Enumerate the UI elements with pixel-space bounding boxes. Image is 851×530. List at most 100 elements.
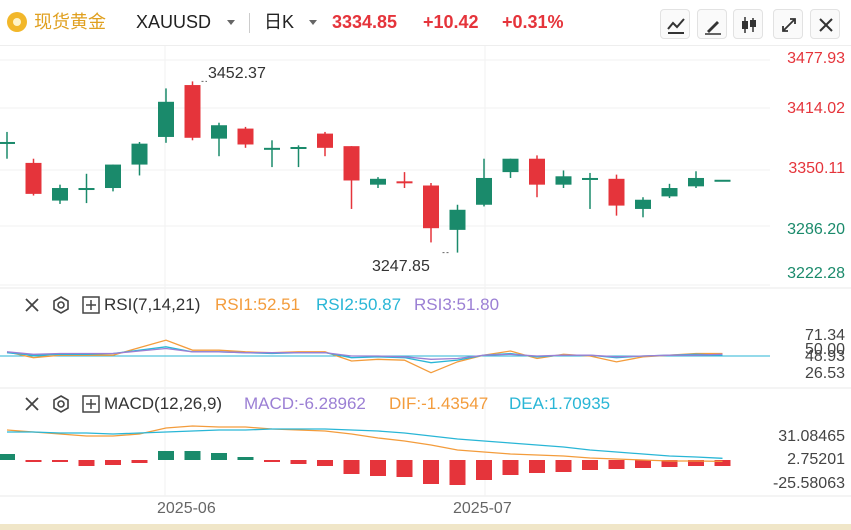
symbol-name[interactable]: 现货黄金: [34, 12, 106, 32]
candle-body: [370, 178, 386, 185]
chart-header: 现货黄金 XAUUSD 日K 3334.85 +10.42 +0.31%: [0, 0, 851, 46]
candle-body: [529, 158, 545, 185]
macd-settings-button[interactable]: [51, 394, 71, 414]
candle-body: [131, 143, 148, 165]
macd-histogram-bar: [423, 460, 439, 484]
line-chart-button[interactable]: [660, 9, 690, 39]
rsi1-value: RSI1:52.51: [215, 295, 301, 314]
macd-histogram-bar: [555, 460, 572, 472]
rsi-tick-1: 71.34: [804, 327, 845, 344]
macd-histogram-bar: [0, 454, 15, 460]
rsi3-value: RSI3:51.80: [414, 295, 500, 314]
plus-box-icon: [82, 296, 100, 314]
last-price: 3334.85: [332, 12, 398, 32]
candle-body: [105, 164, 121, 189]
macd-histogram-bar: [290, 460, 307, 464]
macd-tick-1: 31.08465: [778, 428, 845, 445]
close-icon: [25, 397, 39, 411]
rsi-title: RSI(7,14,21): [104, 295, 201, 314]
period-dropdown-icon[interactable]: [309, 20, 317, 25]
candle-body: [78, 188, 95, 191]
macd-histogram-bar: [502, 460, 519, 475]
dea-value: DEA:1.70935: [509, 394, 611, 413]
price-tick-1: 3477.93: [787, 50, 845, 67]
macd-dea-line: [7, 428, 723, 459]
macd-histogram-bar: [370, 460, 386, 476]
candle-body: [25, 162, 42, 194]
macd-tick-3: -25.58063: [772, 475, 845, 492]
macd-histogram-bar: [449, 460, 466, 485]
price-tick-2: 3414.02: [787, 100, 845, 117]
rsi-settings-button[interactable]: [51, 295, 71, 315]
macd-histogram-bar: [714, 460, 731, 466]
draw-tool-button[interactable]: [697, 9, 727, 39]
candle-body: [423, 185, 439, 229]
macd-histogram-bar: [476, 460, 492, 480]
rsi-tick-2: 50.00: [804, 341, 845, 358]
candle-body: [555, 176, 572, 185]
candle-body: [0, 141, 15, 144]
candle-body: [635, 199, 651, 209]
header-divider: [249, 13, 250, 33]
macd-histogram-bar: [52, 460, 68, 462]
price-change: +10.42: [423, 12, 479, 32]
candle-body: [396, 181, 413, 184]
price-tick-3: 3350.11: [788, 160, 845, 177]
x-label-jun: 2025-06: [157, 500, 216, 517]
candle-body: [317, 133, 333, 148]
macd-histogram-bar: [582, 460, 598, 470]
macd-close-button[interactable]: [22, 394, 42, 414]
rsi-close-button[interactable]: [22, 295, 42, 315]
candle-body: [211, 125, 227, 139]
candle-body: [184, 85, 201, 138]
macd-histogram-bar: [264, 460, 280, 462]
gold-coin-icon: [7, 12, 27, 32]
candle-body: [714, 179, 731, 182]
draw-pen-icon: [705, 21, 721, 35]
close-icon: [819, 18, 833, 32]
macd-dif-line: [6, 425, 723, 463]
candlestick-button[interactable]: [733, 9, 763, 39]
collapse-button[interactable]: [773, 9, 803, 39]
macd-title: MACD(12,26,9): [104, 394, 223, 413]
macd-histogram-bar: [78, 460, 95, 466]
rsi-tick-3: 48.93: [804, 348, 845, 365]
line-chart-icon: [667, 18, 685, 34]
candle-body: [343, 146, 360, 181]
collapse-icon: [782, 18, 796, 32]
x-label-jul: 2025-07: [453, 500, 512, 517]
candle-body: [476, 177, 492, 205]
macd-histogram-bar: [635, 460, 651, 468]
candle-body: [237, 128, 254, 145]
rsi-add-button[interactable]: [81, 295, 101, 315]
high-price-annotation: 3452.37: [208, 65, 266, 82]
candle-body: [290, 146, 307, 149]
chart-canvas[interactable]: [0, 46, 851, 524]
macd-histogram-bar: [105, 460, 121, 465]
macd-histogram-bar: [661, 460, 678, 467]
candle-body: [502, 158, 519, 173]
macd-tick-2: 2.75201: [787, 451, 845, 468]
macd-value: MACD:-6.28962: [244, 394, 366, 413]
price-tick-4: 3286.20: [787, 221, 845, 238]
macd-histogram-bar: [343, 460, 360, 474]
plus-box-icon: [82, 395, 100, 413]
symbol-code[interactable]: XAUUSD: [136, 12, 212, 32]
macd-histogram-bar: [608, 460, 625, 469]
macd-add-button[interactable]: [81, 394, 101, 414]
rsi2-value: RSI2:50.87: [316, 295, 402, 314]
price-change-percent: +0.31%: [502, 12, 564, 32]
dif-value: DIF:-1.43547: [389, 394, 489, 413]
candlestick-icon: [742, 17, 756, 33]
close-icon: [25, 298, 39, 312]
gear-icon: [53, 395, 69, 413]
symbol-dropdown-icon[interactable]: [227, 20, 235, 25]
macd-histogram-bar: [158, 451, 174, 460]
macd-histogram-bar: [237, 457, 254, 460]
rsi-rsi3-line: [6, 347, 723, 360]
candle-body: [608, 178, 625, 206]
period-selector[interactable]: 日K: [264, 12, 295, 32]
macd-histogram-bar: [317, 460, 333, 466]
candle-body: [264, 147, 280, 150]
close-button[interactable]: [810, 9, 840, 39]
